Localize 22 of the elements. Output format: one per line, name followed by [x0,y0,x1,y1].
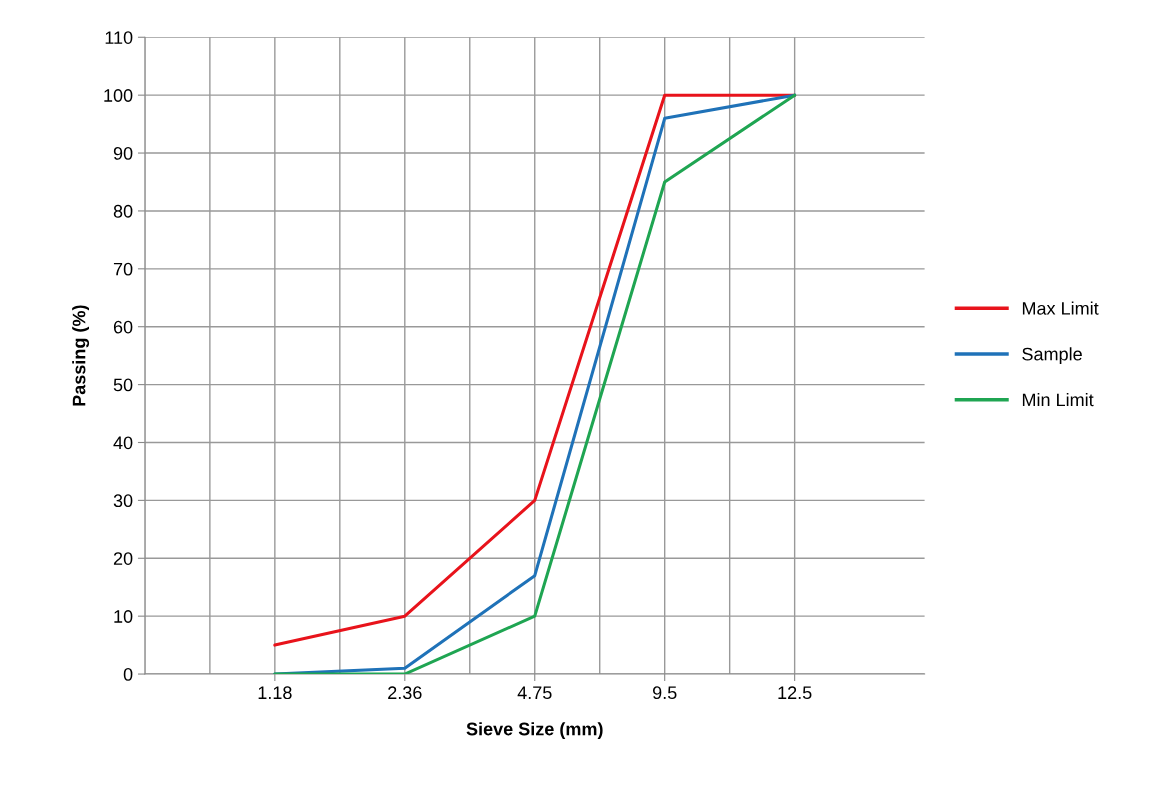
legend-label: Sample [1022,347,1082,365]
y-tick-label: 40 [113,436,133,450]
y-tick-label: 30 [113,494,133,508]
y-tick-label: 110 [105,31,133,44]
y-tick-label: 10 [114,610,133,623]
y-tick-label: 20 [113,552,133,565]
x-tick-label: 9.5 [653,686,677,700]
y-tick-label: 70 [113,262,133,276]
y-tick-label: 90 [113,146,133,160]
y-tick-label: 50 [113,378,133,392]
x-tick-label: 2.36 [388,686,422,700]
legend-label: Max Limit [1022,301,1099,315]
x-tick-label: 12.5 [778,686,812,700]
y-tick-label: 60 [113,320,133,334]
y-axis-title: Passing (%) [72,305,90,406]
x-axis-title: Sieve Size (mm) [466,722,603,739]
x-tick-label: 1.18 [258,686,292,700]
y-tick-label: 0 [123,667,133,681]
legend-label: Min Limit [1022,392,1094,407]
y-tick-label: 100 [104,89,133,102]
x-tick-label: 4.75 [517,686,552,700]
y-tick-label: 80 [113,204,133,218]
